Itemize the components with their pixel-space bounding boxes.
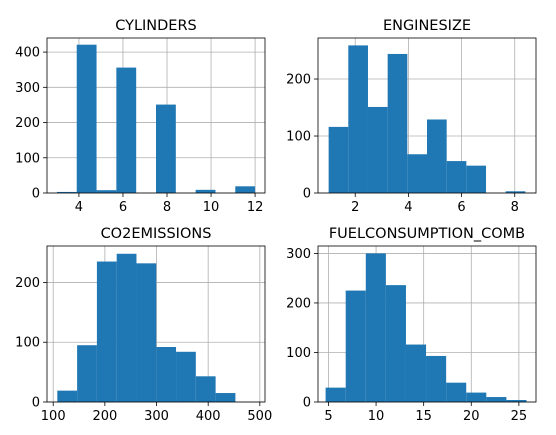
x-tick-label: 12 bbox=[247, 200, 264, 215]
subplot-cylinders: 4 6 8 10 12 0 100 200 300 400 CYLINDERS bbox=[15, 18, 266, 215]
y-tick-label: 400 bbox=[15, 46, 40, 61]
histogram-bar bbox=[365, 253, 386, 402]
x-tick-label: 10 bbox=[368, 409, 385, 424]
y-tick-label: 0 bbox=[32, 396, 40, 411]
histogram-bar bbox=[505, 191, 526, 193]
y-tick-label: 200 bbox=[286, 296, 311, 311]
histogram-bar bbox=[367, 106, 388, 193]
y-tick-label: 100 bbox=[286, 346, 311, 361]
axes-frame bbox=[46, 37, 266, 194]
axes-frame bbox=[317, 245, 537, 403]
y-tick-label: 300 bbox=[286, 247, 311, 262]
x-tick-label: 20 bbox=[463, 409, 480, 424]
y-tick-label: 200 bbox=[15, 276, 40, 291]
y-tick-label: 300 bbox=[15, 81, 40, 96]
x-tick-label: 6 bbox=[457, 200, 465, 215]
histogram-bar bbox=[116, 67, 137, 193]
histogram-bar bbox=[156, 104, 176, 193]
histogram-bar bbox=[96, 190, 117, 193]
axes-frame bbox=[46, 245, 266, 403]
subplot-title: FUELCONSUMPTION_COMB bbox=[329, 226, 525, 242]
x-tick-label: 100 bbox=[41, 409, 66, 424]
histogram-bar bbox=[486, 397, 507, 402]
histogram-bar bbox=[176, 351, 196, 402]
histogram-bar bbox=[235, 186, 256, 193]
histogram-bar bbox=[136, 263, 157, 402]
histogram-bar bbox=[407, 154, 427, 193]
histogram-bar bbox=[466, 165, 487, 193]
x-tick-label: 300 bbox=[144, 409, 169, 424]
y-tick-label: 0 bbox=[303, 187, 311, 202]
histogram-bar bbox=[466, 392, 487, 402]
axes-frame bbox=[317, 37, 537, 194]
x-tick-label: 5 bbox=[324, 409, 332, 424]
y-tick-label: 200 bbox=[286, 73, 311, 88]
y-tick-label: 100 bbox=[15, 151, 40, 166]
histogram-bar bbox=[325, 387, 346, 402]
histogram-bar bbox=[76, 44, 97, 194]
subplot-title: CO2EMISSIONS bbox=[101, 226, 212, 242]
histogram-bar bbox=[57, 390, 78, 402]
histogram-bar bbox=[96, 261, 117, 402]
histogram-bar bbox=[195, 189, 216, 193]
subplot-title: ENGINESIZE bbox=[383, 18, 471, 34]
histogram-bar bbox=[328, 126, 349, 193]
x-tick-label: 2 bbox=[351, 200, 359, 215]
x-tick-label: 6 bbox=[119, 200, 127, 215]
histogram-bar bbox=[506, 400, 527, 402]
subplot-title: CYLINDERS bbox=[115, 18, 197, 34]
histogram-bar bbox=[77, 345, 97, 402]
histogram-bar bbox=[156, 347, 177, 402]
histogram-bar bbox=[405, 344, 427, 402]
histogram-bar bbox=[385, 285, 406, 402]
subplot-fuelconsumption-comb: 5 10 15 20 25 0 100 200 300 FUELCONSUMPTION_COMB bbox=[286, 226, 537, 424]
x-tick-label: 4 bbox=[404, 200, 412, 215]
histogram-bar bbox=[426, 355, 447, 402]
histogram-bar bbox=[427, 119, 447, 193]
histogram-bar bbox=[446, 161, 467, 193]
histogram-bar bbox=[387, 53, 408, 193]
x-tick-label: 25 bbox=[511, 409, 528, 424]
histogram-bar bbox=[345, 290, 366, 402]
histogram-bar bbox=[56, 191, 77, 193]
y-tick-label: 100 bbox=[15, 336, 40, 351]
x-tick-label: 8 bbox=[163, 200, 171, 215]
y-tick-label: 0 bbox=[303, 396, 311, 411]
histogram-bar bbox=[195, 376, 216, 402]
x-tick-label: 4 bbox=[75, 200, 83, 215]
histogram-bar bbox=[348, 45, 368, 194]
y-tick-label: 100 bbox=[286, 130, 311, 145]
x-tick-label: 400 bbox=[196, 409, 221, 424]
x-tick-label: 200 bbox=[92, 409, 117, 424]
x-tick-label: 8 bbox=[511, 200, 519, 215]
y-tick-label: 0 bbox=[32, 187, 40, 202]
x-tick-label: 10 bbox=[203, 200, 220, 215]
histogram-bar bbox=[215, 393, 236, 402]
x-tick-label: 15 bbox=[415, 409, 432, 424]
histogram-bar bbox=[446, 382, 467, 402]
y-tick-label: 200 bbox=[15, 116, 40, 131]
subplot-enginesize: 2 4 6 8 0 100 200 ENGINESIZE bbox=[286, 18, 537, 215]
histogram-bar bbox=[116, 253, 137, 402]
x-tick-label: 500 bbox=[247, 409, 272, 424]
